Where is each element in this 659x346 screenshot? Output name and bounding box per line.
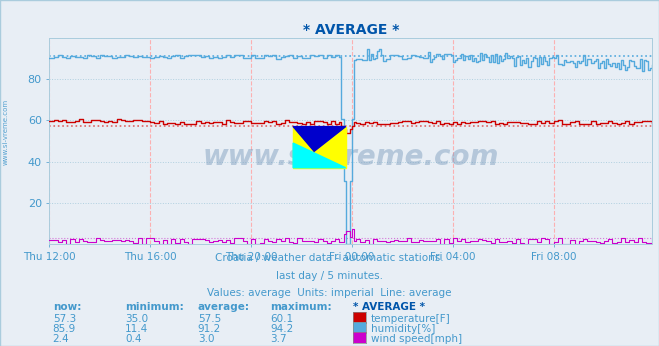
Text: minimum:: minimum: xyxy=(125,302,184,312)
Bar xyxy=(293,127,346,168)
Text: www.si-vreme.com: www.si-vreme.com xyxy=(2,98,9,165)
Text: www.si-vreme.com: www.si-vreme.com xyxy=(203,144,499,172)
Text: 91.2: 91.2 xyxy=(198,324,221,334)
Text: average:: average: xyxy=(198,302,250,312)
Text: 57.5: 57.5 xyxy=(198,314,221,324)
Text: * AVERAGE *: * AVERAGE * xyxy=(353,302,424,312)
Text: 3.7: 3.7 xyxy=(270,334,287,344)
Text: 85.9: 85.9 xyxy=(53,324,76,334)
Text: 60.1: 60.1 xyxy=(270,314,293,324)
Text: 2.4: 2.4 xyxy=(53,334,69,344)
Text: 3.0: 3.0 xyxy=(198,334,214,344)
Text: last day / 5 minutes.: last day / 5 minutes. xyxy=(276,271,383,281)
Polygon shape xyxy=(293,143,346,168)
Text: maximum:: maximum: xyxy=(270,302,332,312)
Text: humidity[%]: humidity[%] xyxy=(371,324,436,334)
Text: 11.4: 11.4 xyxy=(125,324,148,334)
Text: temperature[F]: temperature[F] xyxy=(371,314,451,324)
Text: now:: now: xyxy=(53,302,81,312)
Text: 0.4: 0.4 xyxy=(125,334,142,344)
Text: 35.0: 35.0 xyxy=(125,314,148,324)
Polygon shape xyxy=(293,127,346,151)
Text: 94.2: 94.2 xyxy=(270,324,293,334)
Text: wind speed[mph]: wind speed[mph] xyxy=(371,334,462,344)
Title: * AVERAGE *: * AVERAGE * xyxy=(302,23,399,37)
Text: 57.3: 57.3 xyxy=(53,314,76,324)
Text: Croatia / weather data - automatic stations.: Croatia / weather data - automatic stati… xyxy=(215,253,444,263)
Text: Values: average  Units: imperial  Line: average: Values: average Units: imperial Line: av… xyxy=(207,288,452,298)
